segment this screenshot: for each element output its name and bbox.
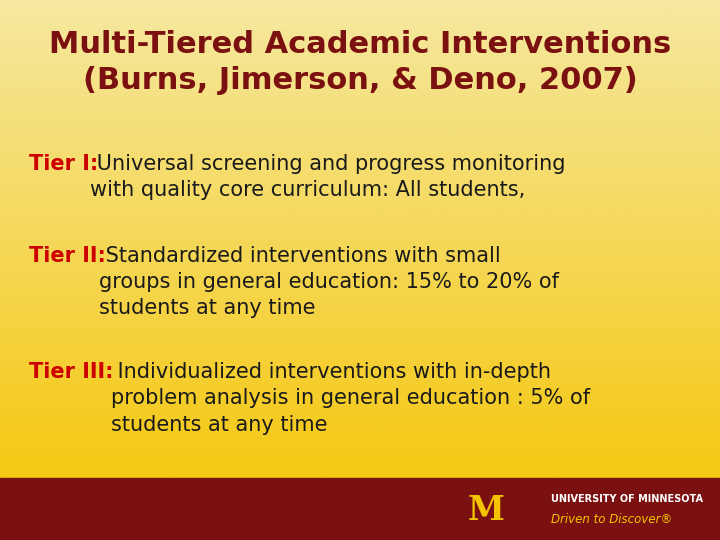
Text: Driven to Discover®: Driven to Discover® <box>551 513 672 526</box>
Text: Multi-Tiered Academic Interventions
(Burns, Jimerson, & Deno, 2007): Multi-Tiered Academic Interventions (Bur… <box>49 30 671 94</box>
Text: M: M <box>467 494 505 527</box>
Text: Tier II:: Tier II: <box>29 246 106 266</box>
Text: Universal screening and progress monitoring
with quality core curriculum: All st: Universal screening and progress monitor… <box>90 154 565 200</box>
Text: Tier III:: Tier III: <box>29 362 113 382</box>
Text: Individualized interventions with in-depth
problem analysis in general education: Individualized interventions with in-dep… <box>111 362 590 435</box>
Text: UNIVERSITY OF MINNESOTA: UNIVERSITY OF MINNESOTA <box>551 495 703 504</box>
Bar <box>0 478 720 540</box>
Text: Standardized interventions with small
groups in general education: 15% to 20% of: Standardized interventions with small gr… <box>99 246 559 319</box>
Text: Tier I:: Tier I: <box>29 154 98 174</box>
